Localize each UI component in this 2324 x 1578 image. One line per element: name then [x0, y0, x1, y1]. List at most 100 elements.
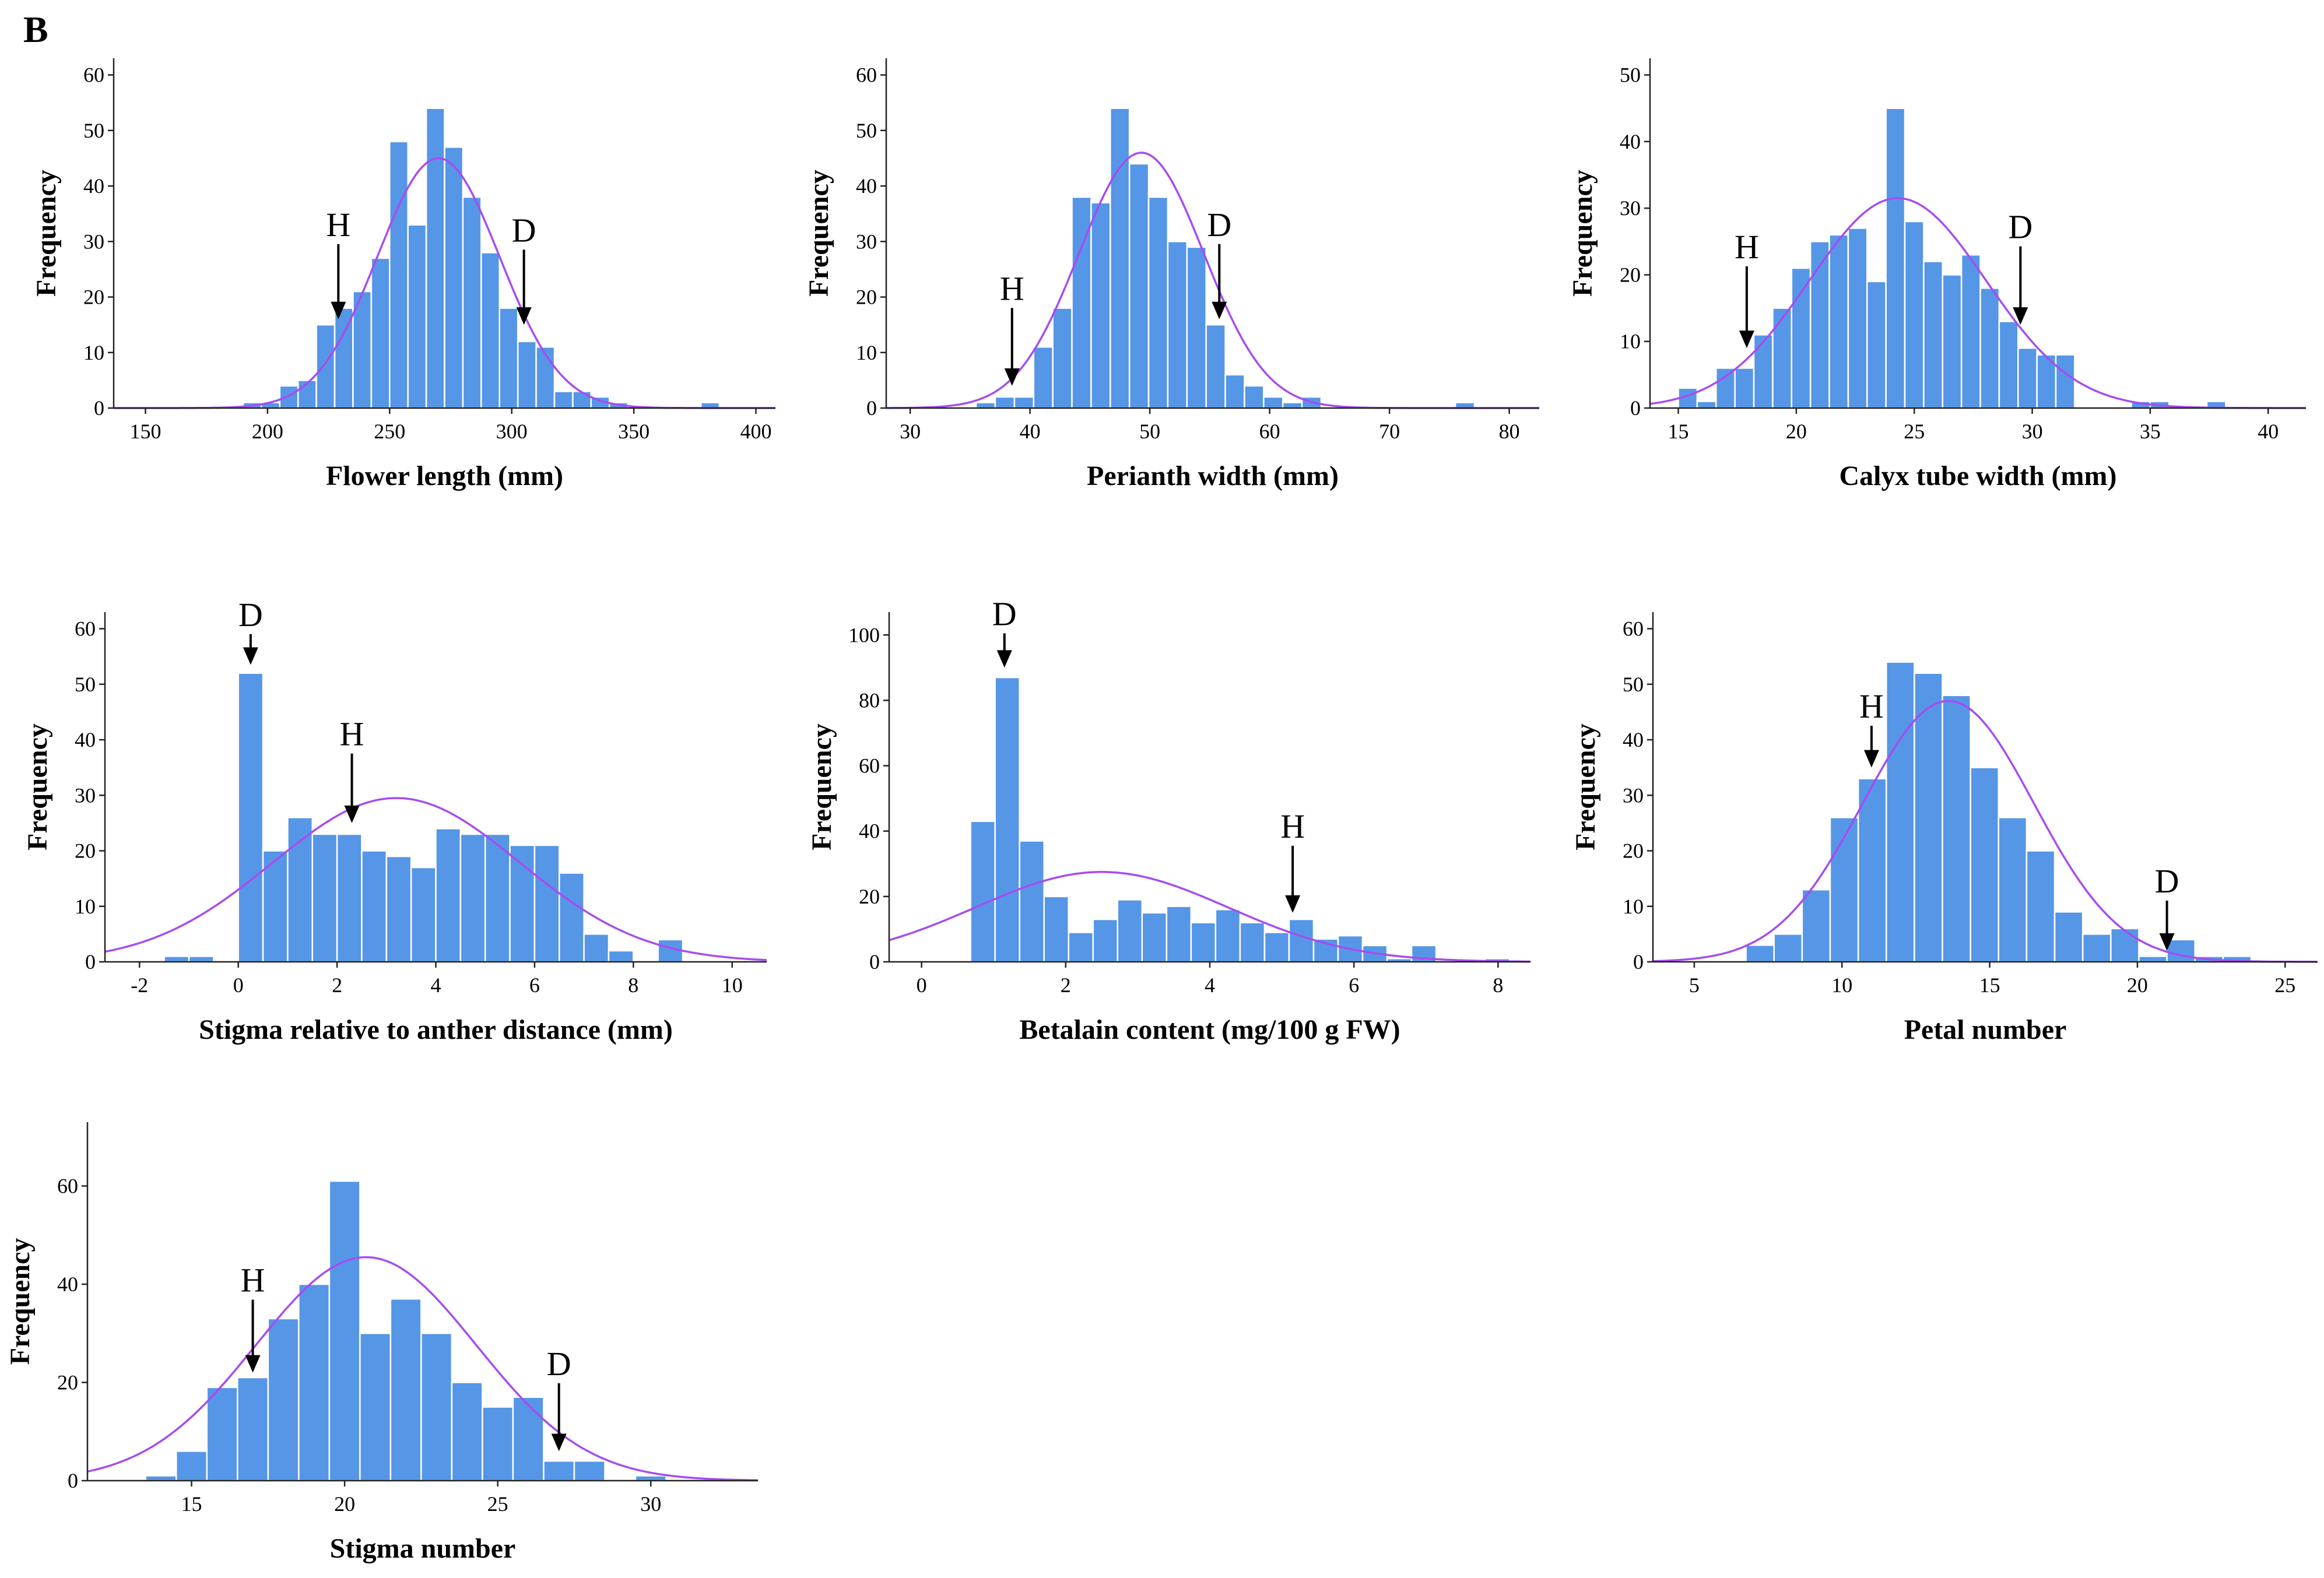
- histogram-bar: [1942, 694, 1971, 963]
- x-tick-label: 25: [2274, 973, 2295, 997]
- histogram-bar: [583, 933, 610, 963]
- x-tick-label: 70: [1379, 420, 1400, 443]
- y-tick-label: 0: [68, 1469, 78, 1492]
- histogram-bar: [1828, 234, 1849, 409]
- histogram-bar: [435, 828, 462, 963]
- histogram-bar: [1288, 918, 1315, 963]
- histogram-bar: [484, 833, 511, 963]
- annotation-d-label: D: [512, 211, 536, 249]
- annotation-arrow-head: [516, 307, 532, 325]
- y-tick-label: 0: [94, 396, 104, 420]
- x-tick-label: 20: [1786, 420, 1807, 443]
- y-tick-label: 40: [859, 820, 880, 843]
- annotation-h-label: H: [1859, 687, 1884, 725]
- y-tick-label: 20: [856, 286, 877, 309]
- petal-number-chart: 5 10 15 20 25 0 10 20 30 40 50 60 Petal number Freque…: [1570, 612, 2318, 1045]
- histogram-bar: [2081, 933, 2112, 963]
- histogram-bar: [444, 146, 464, 409]
- histogram-bar: [1190, 922, 1217, 963]
- annotation-arrow-head: [243, 647, 258, 665]
- perianth-width-chart: 30 40 50 60 70 80 0 10 20 30 40 50 60 Perianth width …: [803, 58, 1539, 491]
- y-tick-label: 40: [57, 1273, 78, 1296]
- x-axis-title: Stigma relative to anther distance (mm): [199, 1014, 673, 1045]
- y-tick-label: 80: [859, 688, 880, 712]
- histogram-bar: [509, 844, 536, 963]
- y-tick-label: 30: [1623, 783, 1644, 807]
- x-tick-label: 2: [332, 973, 342, 997]
- normal-curve: [889, 871, 1530, 963]
- histogram-bar: [188, 955, 215, 963]
- histogram-bar: [389, 140, 409, 409]
- y-tick-label: 60: [1623, 617, 1644, 641]
- stigma-anther-distance-chart: -2 0 2 4 6 8 10 0 10 20 30 40 50 60 Stigma relative to…: [22, 596, 767, 1045]
- histogram-bar: [1090, 202, 1111, 409]
- histogram-bar: [1052, 307, 1073, 409]
- histogram-bar: [1205, 324, 1226, 409]
- x-tick-label: 200: [252, 420, 283, 443]
- x-axis-title: Betalain content (mg/100 g FW): [1019, 1014, 1400, 1045]
- annotation-d-label: D: [992, 595, 1017, 632]
- histogram-bar: [994, 676, 1020, 963]
- histogram-bar: [1013, 396, 1035, 409]
- x-axis-title: Stigma number: [330, 1533, 516, 1564]
- histogram-bar: [1068, 932, 1094, 963]
- histogram-bar: [163, 955, 190, 963]
- x-tick-label: 350: [618, 420, 650, 443]
- histogram-bar: [2138, 955, 2168, 963]
- x-tick-label: 250: [374, 420, 405, 443]
- panel-label: B: [23, 9, 48, 50]
- x-tick-label: 4: [431, 973, 441, 997]
- x-tick-label: 8: [1493, 973, 1503, 997]
- histogram-bar: [1998, 321, 2019, 409]
- histogram-bar: [1847, 227, 1868, 409]
- histogram-bar: [462, 196, 482, 409]
- histogram-bar: [359, 1333, 392, 1482]
- y-tick-label: 60: [83, 64, 104, 87]
- annotation-arrow-head: [344, 805, 360, 823]
- y-tick-label: 20: [1620, 263, 1641, 286]
- histogram-bar: [420, 1333, 453, 1482]
- histogram-bar: [1715, 367, 1736, 409]
- x-tick-label: 25: [487, 1492, 508, 1516]
- histogram-bar: [608, 950, 634, 963]
- x-tick-label: 40: [2258, 420, 2279, 443]
- histogram-bar: [1801, 888, 1831, 963]
- histogram-bar: [1165, 905, 1192, 963]
- annotation-d-label: D: [2155, 862, 2179, 900]
- y-tick-label: 10: [75, 895, 96, 918]
- x-tick-label: 30: [900, 420, 921, 443]
- histogram-bar: [1110, 107, 1131, 409]
- x-tick-label: 35: [2140, 420, 2161, 443]
- histogram-bar: [975, 402, 996, 409]
- histogram-bar: [573, 1460, 606, 1482]
- histogram-bar: [559, 872, 585, 963]
- x-tick-label: 10: [722, 973, 743, 997]
- annotation-d-label: D: [2008, 208, 2032, 246]
- y-tick-label: 60: [856, 64, 877, 87]
- histogram-bar: [361, 850, 388, 963]
- histogram-bar: [1923, 261, 1944, 409]
- x-tick-label: 20: [334, 1492, 355, 1516]
- x-tick-label: 150: [129, 420, 161, 443]
- histogram-bar: [1866, 280, 1887, 409]
- histogram-bar: [1147, 196, 1169, 409]
- y-tick-label: 20: [75, 839, 96, 863]
- histogram-bar: [175, 1450, 208, 1482]
- histogram-bar: [206, 1386, 238, 1482]
- y-axis-title: Frequency: [22, 723, 53, 850]
- x-tick-label: 15: [1668, 420, 1689, 443]
- x-tick-label: 5: [1689, 973, 1700, 997]
- y-tick-label: 0: [1630, 396, 1641, 420]
- histogram-bar: [1141, 912, 1168, 963]
- annotation-arrow-head: [1285, 895, 1301, 913]
- y-tick-label: 20: [57, 1371, 78, 1394]
- x-axis-title: Flower length (mm): [326, 461, 563, 491]
- histogram-bar: [279, 385, 299, 409]
- histogram-bar: [297, 379, 317, 409]
- histogram-bar: [1282, 402, 1303, 409]
- histogram-bar: [1997, 817, 2028, 963]
- histogram-bar: [517, 340, 537, 409]
- histogram-bar: [1942, 274, 1963, 409]
- annotation-h-label: H: [340, 715, 364, 753]
